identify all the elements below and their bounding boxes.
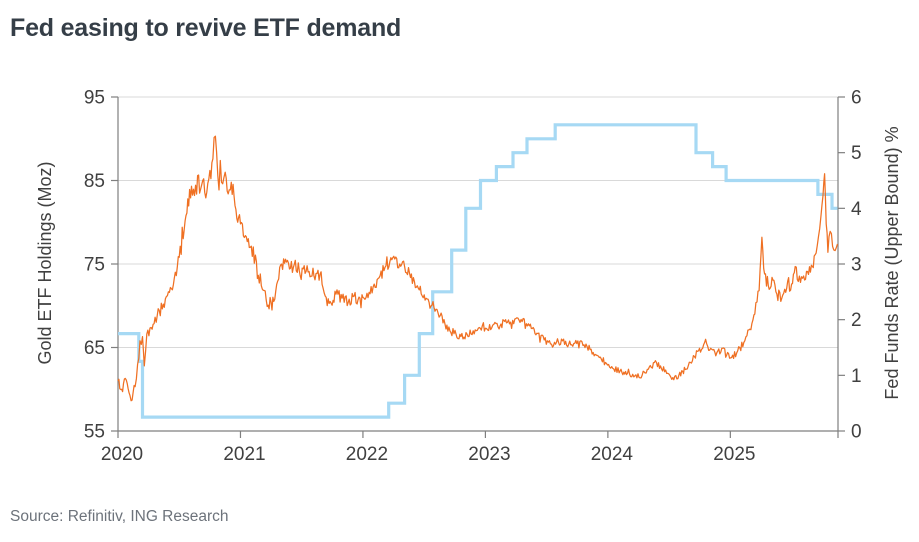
left-axis-tick-label: 55 [84, 422, 105, 443]
right-axis-tick-label: 3 [851, 255, 862, 276]
left-axis-tick-label: 65 [84, 338, 105, 359]
chart-title: Fed easing to revive ETF demand [10, 14, 402, 42]
right-axis-tick-label: 2 [851, 310, 862, 331]
x-axis-tick-label: 2022 [346, 444, 388, 465]
left-axis-tick-label: 85 [84, 171, 105, 192]
gold-etf-line [117, 135, 839, 402]
right-axis-tick-label: 5 [851, 143, 862, 164]
left-axis-title: Gold ETF Holdings (Moz) [35, 161, 55, 364]
x-axis-tick-label: 2021 [223, 444, 265, 465]
plot-region: 55 65 75 85 95 0 1 2 3 4 5 6 2020 2021 2022 2023 2024 202… [84, 88, 862, 466]
right-axis-tick-label: 1 [851, 366, 862, 387]
source-note: Source: Refinitiv, ING Research [10, 508, 229, 525]
right-axis-title: Fed Funds Rate (Upper Bound) % [882, 126, 902, 399]
x-axis-tick-label: 2023 [468, 444, 510, 465]
fed-rate-line [118, 123, 838, 419]
x-axis-tick-label: 2025 [713, 444, 755, 465]
x-axis-tick-label: 2024 [591, 444, 634, 465]
x-axis-tick-label: 2020 [101, 444, 143, 465]
right-axis-tick-label: 4 [851, 199, 862, 220]
left-axis-tick-label: 95 [84, 88, 105, 109]
right-axis-tick-label: 6 [851, 88, 862, 109]
left-axis-tick-label: 75 [84, 255, 105, 276]
right-axis-tick-label: 0 [851, 422, 862, 443]
